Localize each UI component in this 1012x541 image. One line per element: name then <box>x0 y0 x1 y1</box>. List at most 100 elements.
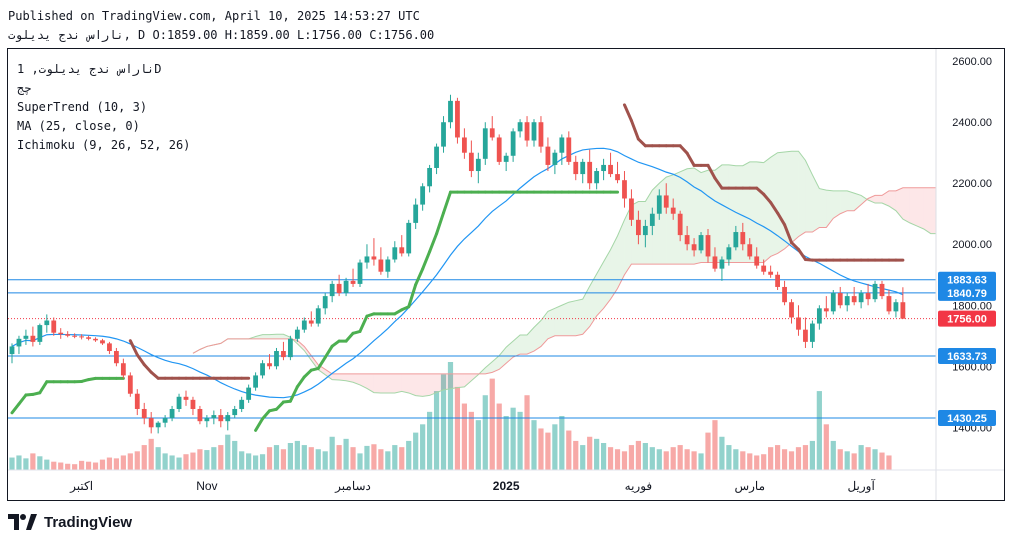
volume-bar <box>642 443 648 470</box>
volume-bar <box>872 449 878 470</box>
candle-body <box>225 415 231 422</box>
candle-body <box>232 408 238 416</box>
candle-body <box>336 283 342 294</box>
supertrend-segment <box>636 137 647 148</box>
candle-body <box>615 174 620 181</box>
candle-body <box>886 296 892 312</box>
y-tick-label: 2600.00 <box>952 56 992 68</box>
ichimoku-cloud-segment <box>854 193 862 211</box>
supertrend-segment <box>135 353 146 367</box>
candle-body <box>510 131 516 156</box>
candle-body <box>761 265 767 272</box>
supertrend-segment <box>678 144 689 155</box>
volume-bar <box>559 416 565 470</box>
candle-body <box>127 375 133 394</box>
volume-bar <box>816 391 822 470</box>
volume-bar <box>253 455 259 470</box>
volume-bar <box>280 449 287 470</box>
volume-bar <box>781 449 788 470</box>
ichimoku-cloud-segment <box>812 174 820 233</box>
supertrend-segment <box>762 192 773 204</box>
candle-body <box>86 337 91 339</box>
supertrend-segment <box>755 186 766 196</box>
volume-bar <box>420 424 426 470</box>
volume-bar <box>705 432 711 470</box>
candle-body <box>239 399 245 409</box>
candle-body <box>322 296 328 309</box>
ichimoku-cloud-segment <box>527 327 534 355</box>
supertrend-segment <box>706 163 717 180</box>
candle-body <box>134 393 140 409</box>
x-tick-label: مارس <box>734 479 765 493</box>
volume-bar <box>141 445 147 470</box>
candle-body <box>204 418 210 422</box>
candle-body <box>246 387 252 400</box>
ichimoku-cloud-segment <box>819 188 827 228</box>
tradingview-logo[interactable]: TradingView <box>8 512 132 532</box>
ichimoku-cloud-segment <box>554 305 562 336</box>
volume-bar <box>301 445 307 470</box>
candle-body <box>37 325 43 342</box>
volume-bar <box>176 457 182 470</box>
candle-body <box>656 195 662 214</box>
price-label-badge <box>938 347 996 364</box>
ichimoku-cloud-segment <box>909 187 917 226</box>
volume-bar <box>545 432 551 470</box>
legend-symbol: ناراس ندج يديلوت, 1D <box>17 62 162 76</box>
volume-bar <box>566 430 572 470</box>
volume-bar <box>844 451 850 470</box>
ichimoku-cloud-segment <box>506 341 514 364</box>
supertrend-segment <box>790 241 800 251</box>
ichimoku-cloud-segment <box>332 373 340 381</box>
legend-ma[interactable]: MA (25, close, 0) <box>17 119 140 133</box>
ichimoku-cloud-segment <box>798 151 806 237</box>
candle-body <box>740 232 746 245</box>
candle-body <box>315 308 321 324</box>
volume-bar <box>197 449 203 470</box>
tradingview-logo-icon <box>8 514 37 530</box>
ichimoku-cloud-segment <box>582 286 590 335</box>
volume-bar <box>148 438 154 470</box>
candle-body <box>594 171 600 184</box>
volume-bar <box>538 428 544 470</box>
candle-body <box>719 259 725 269</box>
volume-bar <box>524 395 530 470</box>
supertrend-segment <box>17 393 28 406</box>
price-label-text: 1430.25 <box>947 413 987 425</box>
candle-body <box>141 408 147 419</box>
candle-body <box>552 152 558 165</box>
ichimoku-cloud-segment <box>888 190 896 211</box>
volume-bar <box>51 461 57 470</box>
legend-ichimoku[interactable]: Ichimoku (9, 26, 52, 26) <box>17 138 191 152</box>
ichimoku-cloud-segment <box>624 205 632 275</box>
published-line: Published on TradingView.com, April 10, … <box>8 9 420 23</box>
volume-bar <box>72 464 78 470</box>
candle-body <box>691 244 697 251</box>
ichimoku-cloud-segment <box>875 195 882 204</box>
candle-body <box>44 320 50 326</box>
ichimoku-cloud-segment <box>930 187 936 234</box>
tradingview-brand: TradingView <box>44 513 133 531</box>
volume-bar <box>552 424 558 470</box>
candle-body <box>455 100 460 138</box>
supertrend-segment <box>344 331 355 343</box>
volume-bar <box>628 445 635 470</box>
volume-bar <box>16 455 22 470</box>
volume-bar <box>482 395 488 470</box>
plot-area <box>8 94 936 470</box>
supertrend-segment <box>796 247 807 262</box>
candle-body <box>288 338 293 358</box>
volume-bar <box>580 445 586 470</box>
volume-bar <box>9 457 15 470</box>
candle-body <box>559 137 565 153</box>
candle-body <box>434 146 439 168</box>
candle-body <box>649 213 655 226</box>
supertrend-segment <box>316 355 327 370</box>
volume-bar <box>677 445 683 470</box>
candle-body <box>58 332 64 335</box>
chart-frame <box>7 48 1005 501</box>
legend-supertrend[interactable]: SuperTrend (10, 3) <box>17 100 148 114</box>
volume-bar <box>830 440 836 470</box>
candle-body <box>503 155 509 162</box>
